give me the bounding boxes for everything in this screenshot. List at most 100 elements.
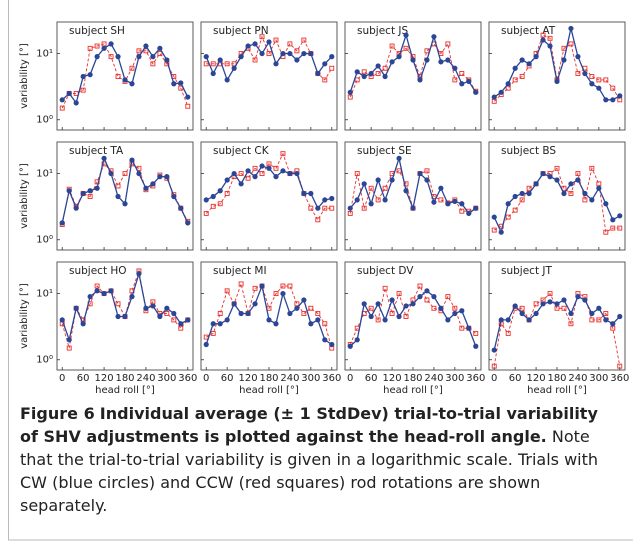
point <box>417 283 423 289</box>
point <box>217 57 223 63</box>
point <box>540 301 546 307</box>
point <box>575 54 581 60</box>
point <box>101 155 107 161</box>
point <box>361 181 367 187</box>
point <box>438 305 444 311</box>
point <box>59 220 65 226</box>
point <box>589 74 595 79</box>
point <box>491 214 497 220</box>
point <box>210 321 216 327</box>
panel-title: subject JT <box>501 265 552 277</box>
point <box>203 210 209 216</box>
x-tick-label: 300 <box>157 373 176 384</box>
point <box>575 177 581 183</box>
point <box>354 171 360 177</box>
point <box>410 301 416 307</box>
point <box>259 283 265 289</box>
point <box>424 288 430 294</box>
point <box>115 183 121 189</box>
point <box>512 207 518 213</box>
series-line <box>205 165 332 210</box>
point <box>308 190 314 197</box>
series-line <box>349 42 477 98</box>
point <box>178 205 184 211</box>
point <box>238 281 244 287</box>
panel-title: subject AT <box>501 25 556 37</box>
panel-title: subject PN <box>213 25 269 37</box>
point <box>452 65 458 71</box>
point <box>554 177 560 183</box>
point <box>80 321 86 327</box>
point <box>568 181 574 187</box>
point <box>217 201 223 207</box>
point <box>224 317 230 323</box>
point <box>512 193 518 200</box>
panel-title: subject MI <box>213 265 267 277</box>
point <box>185 317 191 323</box>
point <box>491 347 497 353</box>
caption: Figure 6 Individual average (± 1 StdDev)… <box>20 402 620 517</box>
point <box>115 74 121 79</box>
point <box>368 70 374 77</box>
point <box>526 317 532 323</box>
point <box>438 59 444 65</box>
point <box>354 77 360 83</box>
point <box>368 201 374 207</box>
point <box>396 313 402 320</box>
point <box>245 168 251 174</box>
point <box>396 155 402 161</box>
point <box>452 198 458 204</box>
point <box>424 297 430 303</box>
point <box>66 90 72 97</box>
point <box>157 45 163 51</box>
point <box>389 43 395 49</box>
point <box>610 85 616 91</box>
point <box>603 201 609 207</box>
point <box>224 288 230 294</box>
point <box>382 285 388 291</box>
plot-frame <box>488 261 626 371</box>
point <box>347 343 353 349</box>
point <box>329 341 335 348</box>
point <box>561 305 567 311</box>
point <box>210 193 216 200</box>
point <box>396 291 402 297</box>
point <box>73 305 79 311</box>
point <box>568 310 574 317</box>
point <box>526 61 532 67</box>
point <box>473 343 479 349</box>
y-axis-label: variability [°] <box>19 43 30 109</box>
point <box>617 363 623 369</box>
point <box>438 197 444 203</box>
series-line <box>61 156 189 224</box>
panel-title: subject CK <box>213 145 270 157</box>
point <box>217 311 223 316</box>
x-tick-label: 180 <box>547 373 566 384</box>
series-line <box>61 163 189 225</box>
point <box>347 94 353 100</box>
point <box>287 170 293 177</box>
point <box>368 305 374 311</box>
series-line <box>205 40 333 82</box>
x-axis-label: head roll [°] <box>239 385 299 396</box>
point <box>568 321 574 327</box>
point <box>80 87 86 93</box>
point <box>519 190 525 197</box>
point <box>389 297 395 303</box>
point <box>575 171 581 177</box>
point <box>322 61 328 67</box>
point <box>403 32 409 38</box>
point <box>396 168 402 174</box>
point <box>459 81 465 87</box>
point <box>224 177 230 183</box>
point <box>266 51 272 57</box>
point <box>568 41 574 47</box>
figure-frame <box>8 0 633 541</box>
point <box>466 325 472 331</box>
point <box>547 299 553 305</box>
point <box>561 297 567 303</box>
point <box>94 288 100 294</box>
point <box>459 325 465 331</box>
point <box>424 48 430 54</box>
point <box>178 321 184 327</box>
